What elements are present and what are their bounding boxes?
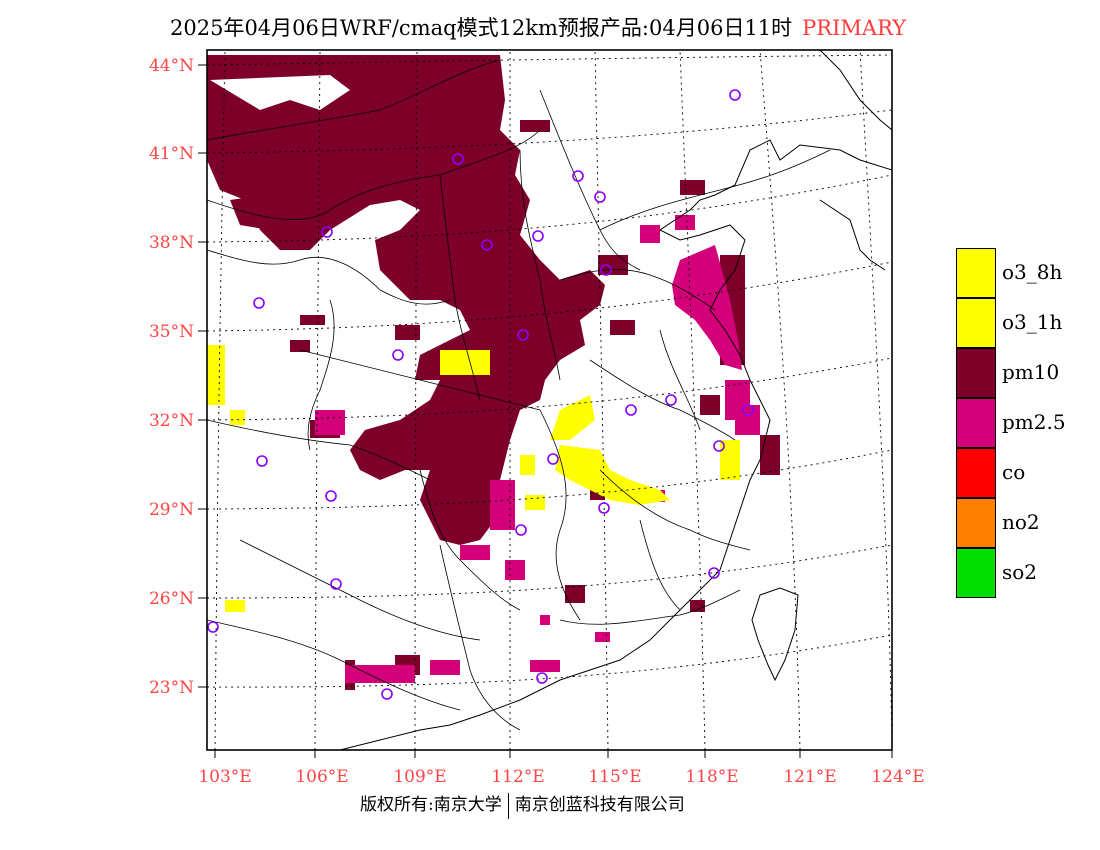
province-boundaries — [207, 59, 831, 731]
lat-label: 32°N — [149, 411, 194, 431]
footer-left: 版权所有:南京大学 — [360, 795, 502, 815]
legend-label: pm2.5 — [1002, 410, 1066, 434]
lat-label: 29°N — [149, 500, 194, 520]
latitude-labels: 44°N 41°N 38°N 35°N 32°N 29°N 26°N 23°N — [149, 56, 194, 698]
legend-swatch — [956, 548, 996, 598]
lat-label: 41°N — [149, 144, 194, 164]
lon-label: 115°E — [588, 767, 641, 787]
legend-swatch — [956, 348, 996, 398]
lat-label: 26°N — [149, 589, 194, 609]
legend-swatch — [956, 398, 996, 448]
map-frame — [206, 49, 893, 751]
footer-separator — [507, 792, 509, 819]
legend-label: so2 — [1002, 560, 1038, 584]
lat-label: 35°N — [149, 322, 194, 342]
lat-label: 38°N — [149, 233, 194, 253]
lat-label: 44°N — [149, 56, 194, 76]
legend-label: pm10 — [1002, 360, 1060, 384]
station-markers — [207, 89, 754, 700]
legend-label: co — [1002, 460, 1026, 484]
legend-label: no2 — [1002, 510, 1040, 534]
lon-label: 124°E — [871, 767, 924, 787]
title-primary-tag: PRIMARY — [802, 16, 907, 40]
legend-label: o3_8h — [1002, 260, 1063, 284]
legend-swatch — [956, 498, 996, 548]
footer-right: 南京创蓝科技有限公司 — [514, 795, 685, 815]
lon-label: 112°E — [491, 767, 544, 787]
lon-label: 121°E — [783, 767, 836, 787]
copyright-footer: 版权所有:南京大学 南京创蓝科技有限公司 — [360, 790, 685, 819]
o3-regions — [207, 345, 740, 612]
title-main: 2025年04月06日WRF/cmaq模式12km预报产品:04月06日11时 — [170, 16, 793, 40]
legend-swatch — [956, 248, 996, 298]
legend-swatch — [956, 298, 996, 348]
longitude-labels: 103°E 106°E 109°E 112°E 115°E 118°E 121°… — [198, 767, 924, 787]
graticule — [207, 50, 892, 750]
lon-label: 118°E — [685, 767, 738, 787]
map-title: 2025年04月06日WRF/cmaq模式12km预报产品:04月06日11时 P… — [170, 12, 906, 42]
map-content — [207, 50, 892, 750]
lon-label: 109°E — [393, 767, 446, 787]
lon-label: 106°E — [295, 767, 348, 787]
lon-label: 103°E — [198, 767, 251, 787]
lat-label: 23°N — [149, 678, 194, 698]
axis-ticks — [198, 64, 893, 758]
coastline — [339, 50, 892, 750]
legend-swatch — [956, 448, 996, 498]
legend-label: o3_1h — [1002, 310, 1063, 334]
